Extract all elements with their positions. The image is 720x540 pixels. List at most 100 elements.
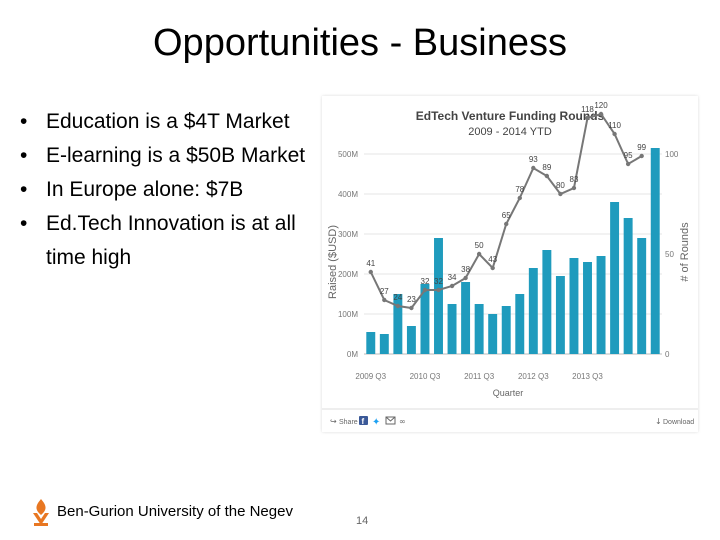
x-tick-label: 2012 Q3 bbox=[518, 372, 549, 381]
x-tick-label: 2010 Q3 bbox=[410, 372, 441, 381]
rounds-point bbox=[585, 115, 590, 121]
share-label: Share bbox=[339, 419, 358, 426]
page-number: 14 bbox=[356, 515, 369, 527]
facebook-icon[interactable]: f bbox=[359, 416, 368, 426]
y2-tick-label: 100 bbox=[665, 150, 679, 159]
rounds-point bbox=[625, 161, 631, 167]
rounds-data-label: 32 bbox=[421, 277, 430, 286]
y-tick-label: 500M bbox=[338, 150, 358, 159]
rounds-point bbox=[517, 195, 522, 201]
funding-bar bbox=[542, 250, 552, 354]
download-icon: ↓ bbox=[655, 417, 662, 426]
funding-bar bbox=[637, 238, 647, 354]
rounds-point bbox=[504, 221, 509, 227]
rounds-data-label: 50 bbox=[475, 241, 484, 250]
rounds-point bbox=[598, 111, 604, 117]
x-tick-label: 2013 Q3 bbox=[572, 372, 603, 381]
link-icon[interactable]: ∞ bbox=[399, 417, 406, 426]
rounds-point bbox=[639, 153, 644, 159]
rounds-data-label: 32 bbox=[434, 277, 443, 286]
rounds-point bbox=[612, 131, 617, 137]
bullet-text: Education is a $4T Market bbox=[46, 110, 290, 133]
y2-tick-label: 50 bbox=[665, 250, 674, 259]
bullet-text: In Europe alone: $7B bbox=[46, 178, 244, 201]
bullet-list: • Education is a $4T Market • E-learning i… bbox=[20, 105, 320, 275]
rounds-data-label: 95 bbox=[624, 151, 633, 160]
rounds-data-label: 34 bbox=[448, 273, 457, 282]
svg-text:f: f bbox=[362, 417, 365, 426]
funding-bar bbox=[474, 304, 484, 354]
bullet-item: • In Europe alone: $7B bbox=[20, 173, 320, 207]
y-tick-label: 200M bbox=[338, 270, 358, 279]
y-tick-label: 100M bbox=[338, 310, 358, 319]
bullet-item: • Ed.Tech Innovation is at all time high bbox=[20, 207, 320, 275]
rounds-data-label: 38 bbox=[461, 265, 470, 274]
rounds-point bbox=[544, 173, 550, 179]
bullet-marker: • bbox=[20, 110, 28, 133]
funding-bar bbox=[393, 294, 403, 354]
funding-bar bbox=[447, 304, 457, 354]
rounds-data-label: 118 bbox=[581, 105, 594, 114]
rounds-data-label: 78 bbox=[515, 185, 524, 194]
rounds-point bbox=[382, 297, 387, 303]
svg-text:✦: ✦ bbox=[372, 417, 380, 428]
bullet-marker: • bbox=[20, 178, 28, 201]
rounds-data-label: 24 bbox=[393, 293, 402, 302]
funding-bar bbox=[515, 294, 525, 354]
rounds-point bbox=[476, 251, 482, 257]
y-axis-ticks: 0M 100M 200M 300M 400M 500M bbox=[338, 150, 358, 359]
funding-bar bbox=[555, 276, 565, 354]
download-label: Download bbox=[663, 419, 694, 426]
rounds-data-label: 23 bbox=[407, 295, 416, 304]
bullet-text: E-learning is a $50B Market bbox=[46, 144, 306, 167]
rounds-data-label: 80 bbox=[556, 181, 565, 190]
funding-bar bbox=[461, 282, 471, 354]
rounds-labels: 41 27 24 23 32 32 34 38 50 43 65 78 93 89 80 83 118 120 11… bbox=[366, 101, 646, 304]
university-logo-icon bbox=[33, 499, 49, 526]
rounds-data-label: 89 bbox=[542, 163, 551, 172]
download-button[interactable]: ↓ Download bbox=[655, 417, 694, 426]
rounds-data-label: 65 bbox=[502, 211, 511, 220]
bullet-item: • E-learning is a $50B Market bbox=[20, 139, 320, 173]
funding-bar bbox=[650, 148, 660, 354]
rounds-point bbox=[436, 287, 441, 293]
funding-bar bbox=[366, 332, 376, 354]
funding-bar bbox=[379, 334, 389, 354]
funding-bar bbox=[569, 258, 579, 354]
rounds-point bbox=[422, 287, 428, 293]
share-button[interactable]: ↪ Share bbox=[330, 417, 358, 426]
rounds-point bbox=[395, 303, 401, 309]
footer-university-name: Ben-Gurion University of the Negev bbox=[57, 503, 293, 520]
rounds-point bbox=[409, 305, 414, 311]
y2-tick-label: 0 bbox=[665, 350, 670, 359]
rounds-point bbox=[368, 269, 373, 275]
funding-bar bbox=[434, 238, 443, 354]
bullet-text: Ed.Tech Innovation is at all time high bbox=[46, 212, 296, 269]
bullet-marker: • bbox=[20, 212, 28, 235]
funding-bar bbox=[501, 306, 511, 354]
funding-bar bbox=[420, 284, 430, 354]
rounds-data-label: 110 bbox=[608, 121, 621, 130]
rounds-point bbox=[531, 165, 536, 171]
rounds-point bbox=[558, 191, 563, 197]
email-icon[interactable] bbox=[385, 416, 396, 425]
y-axis-title: Raised ($USD) bbox=[327, 225, 339, 299]
rounds-data-label: 120 bbox=[594, 101, 608, 110]
funding-chart: EdTech Venture Funding Rounds 2009 - 201… bbox=[322, 101, 698, 428]
rounds-data-label: 41 bbox=[366, 259, 375, 268]
funding-bar bbox=[406, 326, 416, 354]
chart-bars bbox=[366, 148, 660, 354]
funding-bar bbox=[528, 268, 538, 354]
rounds-data-label: 99 bbox=[637, 143, 646, 152]
rounds-points bbox=[368, 111, 644, 311]
rounds-data-label: 93 bbox=[529, 155, 538, 164]
x-tick-label: 2011 Q3 bbox=[464, 372, 495, 381]
svg-text:∞: ∞ bbox=[399, 417, 406, 426]
y2-axis-title: # of Rounds bbox=[679, 222, 691, 282]
rounds-data-label: 27 bbox=[380, 287, 389, 296]
share-icon: ↪ bbox=[330, 417, 337, 426]
x-axis-ticks: 2009 Q3 2010 Q3 2011 Q3 2012 Q3 2013 Q3 bbox=[355, 372, 603, 381]
x-axis-title: Quarter bbox=[493, 388, 524, 398]
twitter-icon[interactable]: ✦ bbox=[372, 417, 380, 428]
funding-bar bbox=[488, 314, 498, 354]
